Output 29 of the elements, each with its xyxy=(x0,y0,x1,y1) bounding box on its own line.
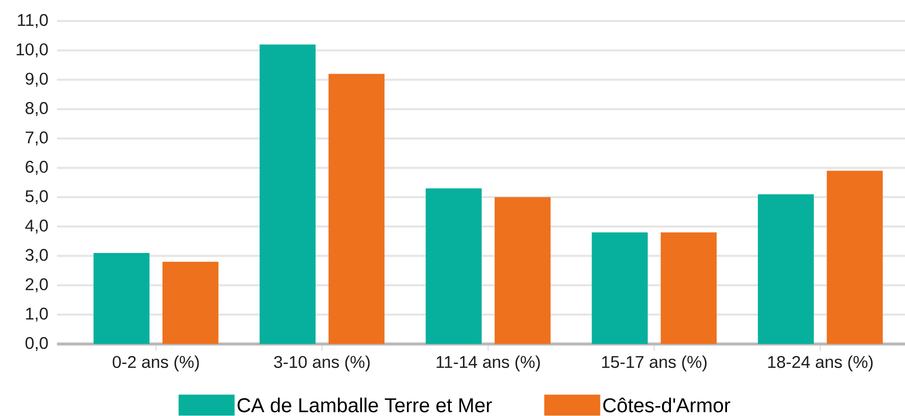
x-tick-label: 3-10 ans (%) xyxy=(274,356,370,372)
bar xyxy=(260,44,316,344)
y-tick-label: 9,0 xyxy=(26,72,48,87)
legend-label: Côtes-d'Armor xyxy=(603,398,730,412)
y-tick-label: 1,0 xyxy=(26,308,48,322)
bar xyxy=(660,232,717,344)
y-tick-label: 0,0 xyxy=(26,336,48,352)
bar xyxy=(426,188,482,344)
x-tick-label: 18-24 ans (%) xyxy=(768,356,873,372)
y-tick-label: 6,0 xyxy=(26,160,48,175)
bar xyxy=(94,252,150,344)
y-tick-label: 11,0 xyxy=(18,14,48,28)
x-tick-label: 0-2 ans (%) xyxy=(112,356,199,372)
bar xyxy=(494,197,551,344)
bar xyxy=(592,232,648,344)
y-tick-label: 8,0 xyxy=(26,102,48,116)
x-tick-label: 11-14 ans (%) xyxy=(436,356,540,372)
y-tick-label: 4,0 xyxy=(25,220,48,234)
y-tick-label: 7,0 xyxy=(26,131,48,146)
bar xyxy=(826,170,883,344)
bar xyxy=(758,194,814,344)
y-tick-label: 5,0 xyxy=(26,190,48,204)
y-tick-label: 2,0 xyxy=(26,278,48,292)
x-tick-label: 15-17 ans (%) xyxy=(602,356,707,372)
bar xyxy=(162,262,218,344)
bar xyxy=(328,74,385,344)
y-tick-label: 10,0 xyxy=(16,43,48,58)
legend-label: CA de Lamballe Terre et Mer xyxy=(238,398,492,412)
y-tick-label: 3,0 xyxy=(25,248,48,263)
